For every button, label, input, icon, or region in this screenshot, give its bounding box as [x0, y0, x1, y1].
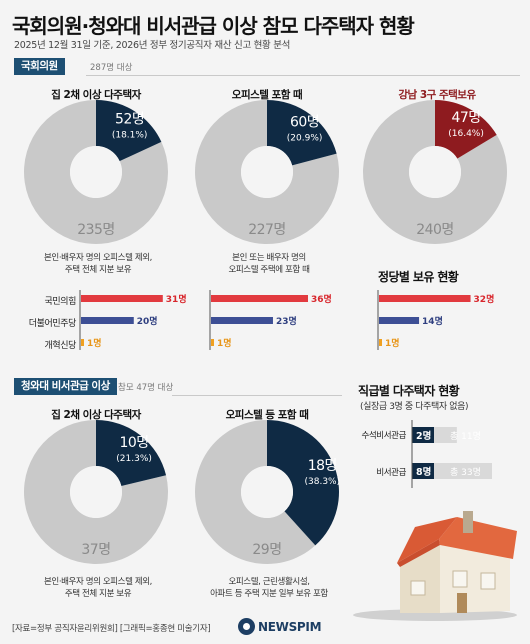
assembly-tag: 국회의원: [14, 58, 65, 75]
assembly-chart1-title: 집 2채 이상 다주택자: [51, 89, 141, 101]
assembly-chart1-note: 본인·배우자 명의 오피스텔 제외, 주택 전체 지분 보유: [14, 252, 182, 276]
bluehouse-donut2-value-label: 18명: [308, 458, 337, 474]
party-label-dpk: 더불어민주당: [28, 319, 77, 329]
party-bar-label-0-2: 1명: [87, 337, 102, 349]
assembly-donut1-rest-slice: [24, 100, 168, 244]
assembly-donut1-value-slice: [96, 100, 162, 162]
bluehouse-chart1-title: 집 2채 이상 다주택자: [51, 409, 141, 421]
bluehouse-divider: [172, 395, 342, 396]
bluehouse-tag: 청와대 비서관급 이상: [14, 378, 117, 395]
party-bar-label-2-0: 32명: [474, 293, 495, 305]
assembly-donut3-hole: [409, 146, 461, 198]
rank-subheading: (실장급 3명 중 다주택자 없음): [360, 402, 469, 412]
party-label-reform: 개혁신당: [44, 341, 76, 351]
assembly-donut1-hole: [70, 146, 122, 198]
party-bar-label-2-2: 1명: [385, 337, 400, 349]
party-bar-label-1-1: 23명: [276, 315, 297, 327]
party-bar-0-1: [81, 317, 134, 324]
newspim-logo-mark: [238, 618, 255, 635]
bluehouse-donut1-rest-label: 37명: [81, 542, 110, 558]
note-line: 본인·배우자 명의 오피스텔 제외,: [44, 577, 152, 587]
bluehouse-donut1-hole: [70, 466, 122, 518]
assembly-donut3-value-slice: [435, 100, 497, 159]
note-line: 본인·배우자 명의 오피스텔 제외,: [44, 253, 152, 263]
bluehouse-donut1-value-label: 10명: [119, 435, 148, 451]
note-line: 아파트 등 주택 지분 일부 보유 포함: [210, 589, 328, 599]
note-line: 오피스텔 주택에 포함 때: [228, 265, 310, 275]
assembly-donut1-rest-label: 235명: [77, 222, 115, 238]
bluehouse-chart2-title: 오피스텔 등 포함 때: [225, 409, 309, 421]
assembly-donut2-value-slice: [267, 100, 337, 166]
party-label-ppp: 국민의힘: [44, 297, 76, 307]
assembly-donut3-rest-label: 240명: [416, 222, 454, 238]
assembly-divider: [86, 75, 520, 76]
rank-value-label-1: 8명: [416, 466, 431, 478]
bluehouse-chart1-note: 본인·배우자 명의 오피스텔 제외, 주택 전체 지분 보유: [14, 576, 182, 600]
rank-heading: 직급별 다주택자 현황: [358, 384, 460, 398]
house-illustration: [353, 511, 517, 621]
party-bar-1-0: [211, 295, 308, 302]
party-bar-1-1: [211, 317, 273, 324]
note-line: 본인 또는 배우자 명의: [232, 253, 306, 263]
party-bar-label-0-0: 31명: [166, 293, 187, 305]
assembly-donut2-rest-slice: [195, 100, 339, 244]
rank-value-bar-0: [412, 427, 434, 443]
assembly-donut2-rest-label: 227명: [248, 222, 286, 238]
page-subtitle: 2025년 12월 31일 기준, 2026년 정부 정기공직자 재산 신고 현…: [14, 40, 291, 51]
party-bar-1-2: [211, 339, 214, 346]
party-bar-0-0: [81, 295, 163, 302]
assembly-donut1-value-label: 52명: [115, 112, 144, 128]
party-bar-0-2: [81, 339, 84, 346]
party-bar-2-1: [379, 317, 420, 324]
bluehouse-donut2-pct-label: (38.3%): [305, 477, 341, 487]
assembly-donut2-hole: [241, 146, 293, 198]
rank-value-label-0: 2명: [416, 430, 431, 442]
logo-mark-dot: [243, 623, 250, 630]
assembly-chart2-note: 본인 또는 배우자 명의 오피스텔 주택에 포함 때: [185, 252, 353, 276]
assembly-note: 287명 대상: [90, 63, 133, 73]
party-bar-2-2: [379, 339, 382, 346]
rank-label-senior: 수석비서관급: [361, 431, 406, 441]
assembly-donut2-pct-label: (20.9%): [287, 133, 323, 143]
note-line: 오피스텔, 근린생활시설,: [228, 577, 310, 587]
rank-value-bar-1: [412, 463, 434, 479]
bluehouse-donut2-rest-slice: [194, 420, 316, 565]
newspim-logo: NEWSPIM: [258, 620, 322, 634]
assembly-donut1-pct-label: (18.1%): [112, 131, 148, 141]
bluehouse-donut1-rest-slice: [24, 420, 169, 564]
note-line: 주택 전체 지분 보유: [64, 265, 132, 275]
note-line: 주택 전체 지분 보유: [64, 589, 132, 599]
party-bar-label-1-2: 1명: [217, 337, 232, 349]
party-bar-2-0: [379, 295, 471, 302]
source-credit: [자료=정부 공직자윤리위원회] [그래픽=홍종현 미술기자]: [12, 624, 211, 634]
bluehouse-note: 참모 47명 대상: [118, 383, 174, 393]
assembly-donut2-value-label: 60명: [290, 114, 319, 130]
party-bar-label-1-0: 36명: [311, 293, 332, 305]
rank-label-secretary: 비서관급: [376, 468, 406, 478]
assembly-donut3-pct-label: (16.4%): [448, 129, 484, 139]
party-heading: 정당별 보유 현황: [378, 270, 459, 284]
bluehouse-donut2-hole: [241, 466, 293, 518]
assembly-donut3-value-label: 47명: [451, 110, 480, 126]
bluehouse-donut1-pct-label: (21.3%): [116, 454, 152, 464]
assembly-chart2-title: 오피스텔 포함 때: [231, 89, 303, 101]
assembly-donut3-rest-slice: [363, 100, 507, 244]
bluehouse-donut1-value-slice: [96, 420, 167, 486]
bluehouse-chart2-note: 오피스텔, 근린생활시설, 아파트 등 주택 지분 일부 보유 포함: [185, 576, 353, 600]
rank-total-label-1: 총 33명: [450, 467, 481, 478]
party-bar-label-0-1: 20명: [137, 315, 158, 327]
party-bar-label-2-1: 14명: [422, 315, 443, 327]
bluehouse-donut2-value-slice: [267, 420, 339, 546]
rank-total-label-0: 총 11명: [450, 431, 481, 442]
bluehouse-donut2-rest-label: 29명: [252, 542, 281, 558]
page-title: 국회의원·청와대 비서관급 이상 참모 다주택자 현황: [12, 14, 415, 38]
assembly-chart3-title: 강남 3구 주택보유: [398, 89, 476, 101]
